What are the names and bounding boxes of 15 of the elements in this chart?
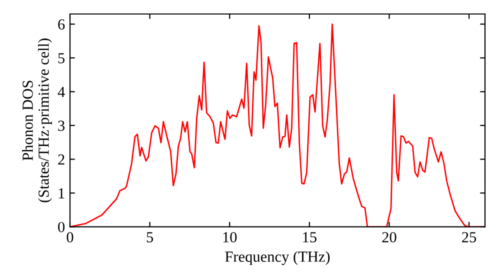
y-tick-label: 2 xyxy=(58,154,64,165)
x-tick-label: 25 xyxy=(462,232,476,242)
y-tick-label: 1 xyxy=(58,188,64,198)
x-tick-label: 0 xyxy=(66,232,74,242)
y-axis-title: Phonon DOS (States/THz·primitive cell) xyxy=(22,38,52,202)
y-tick-label: 5 xyxy=(58,53,65,64)
y-tick-label: 4 xyxy=(58,86,65,97)
y-tick-label: 0 xyxy=(58,222,65,232)
y-tick-label: 6 xyxy=(58,19,65,30)
y-tick-label: 3 xyxy=(58,120,65,131)
x-tick-label: 20 xyxy=(382,232,396,242)
x-tick-label: 15 xyxy=(303,232,316,242)
x-tick-label: 5 xyxy=(146,232,154,242)
x-tick-label: 10 xyxy=(223,232,237,242)
x-axis-title: Frequency (THz) xyxy=(225,251,330,265)
